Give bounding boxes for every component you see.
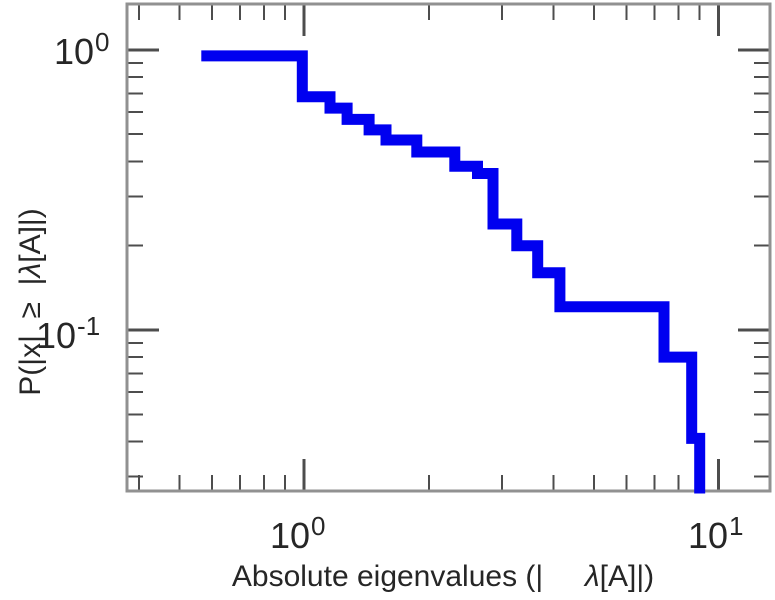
y-axis-title: P(|x| ≥ |λ[A]|) [14, 208, 48, 395]
y-tick-label-0p1: 10-1 [36, 313, 100, 356]
ccdf-step-line [201, 50, 706, 494]
x-tick-label-1: 100 [270, 513, 326, 556]
tick-base: 10 [688, 515, 729, 556]
y-title-text: P(|x| ≥ | [14, 277, 47, 396]
plot-border [125, 2, 772, 493]
x-tick-label-10: 101 [688, 513, 744, 556]
y-tick-label-1: 100 [54, 29, 110, 72]
y-title-text-end: [A]|) [14, 208, 47, 263]
tick-exponent: 0 [311, 511, 326, 541]
tick-exponent: 1 [729, 511, 744, 541]
lambda-symbol: λ [14, 262, 47, 278]
tick-base: 10 [54, 31, 95, 72]
x-axis-title: Absolute eigenvalues (| λ[A]|) [232, 560, 654, 594]
x-title-text: Absolute eigenvalues (| [231, 560, 585, 593]
x-title-text-end: [A]|) [599, 560, 655, 593]
tick-exponent: -1 [77, 311, 101, 341]
tick-base: 10 [36, 315, 77, 356]
lambda-symbol: λ [584, 560, 600, 593]
tick-exponent: 0 [95, 27, 110, 57]
tick-base: 10 [270, 515, 311, 556]
